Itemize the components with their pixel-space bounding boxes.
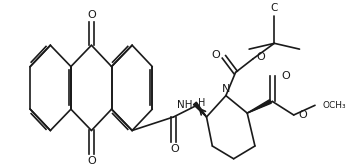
Text: O: O xyxy=(212,50,221,60)
Polygon shape xyxy=(247,100,271,113)
Polygon shape xyxy=(193,102,207,117)
Text: O: O xyxy=(87,10,96,20)
Text: N: N xyxy=(222,84,230,94)
Text: O: O xyxy=(281,71,290,81)
Text: C: C xyxy=(270,3,278,13)
Text: NH: NH xyxy=(177,99,192,110)
Text: O: O xyxy=(298,110,307,120)
Text: OCH₃: OCH₃ xyxy=(323,101,346,110)
Text: O: O xyxy=(170,144,179,154)
Text: O: O xyxy=(256,52,265,62)
Text: H: H xyxy=(198,98,205,108)
Text: O: O xyxy=(87,156,96,166)
